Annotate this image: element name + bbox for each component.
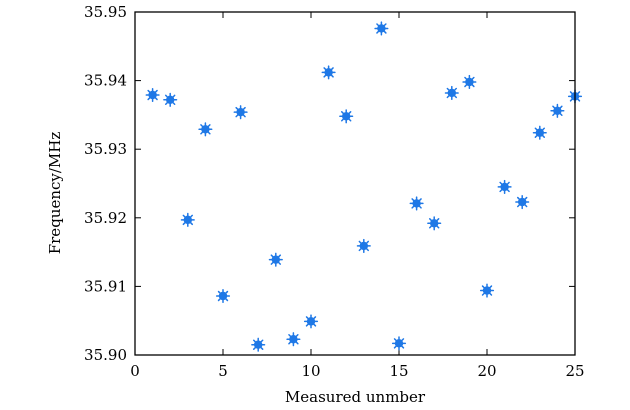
data-points [145,21,583,352]
tick-labels: 0 5 10 15 20 25 35.90 35.91 35.92 35.93 35.94 35.95 [84,3,585,380]
data-point [409,196,424,211]
data-point [233,105,248,120]
plot-frame [134,11,576,356]
y-tick-label: 35.91 [84,277,127,295]
y-tick-label: 35.90 [84,346,127,364]
data-point [497,179,512,194]
data-point [215,288,231,304]
data-point [286,332,301,347]
data-point [356,238,371,253]
x-tick-label: 10 [301,362,320,380]
data-point [163,92,178,107]
data-point [303,314,319,329]
x-tick-label: 20 [477,362,496,380]
x-tick-label: 25 [565,362,584,380]
data-point [444,85,459,100]
data-point [532,125,547,140]
y-tick-label: 35.92 [84,209,127,227]
data-point [550,103,565,118]
data-point [321,65,336,80]
data-point [145,87,160,103]
data-point [391,336,407,351]
y-axis-label: Frequency/MHz [46,132,64,255]
x-axis-label: Measured unmber [285,388,426,406]
data-point [462,74,477,90]
data-point [251,337,266,352]
y-tick-label: 35.94 [84,72,127,90]
data-point [198,122,213,137]
x-tick-label: 5 [218,362,228,380]
data-point [268,252,283,267]
data-point [339,109,354,124]
x-tick-label: 0 [130,362,140,380]
y-tick-label: 35.95 [84,3,127,21]
data-point [180,212,195,227]
data-point [374,21,389,36]
data-point [515,194,530,210]
data-point [427,216,442,231]
data-point [479,283,495,298]
x-tick-label: 15 [389,362,408,380]
y-tick-label: 35.93 [84,140,127,158]
